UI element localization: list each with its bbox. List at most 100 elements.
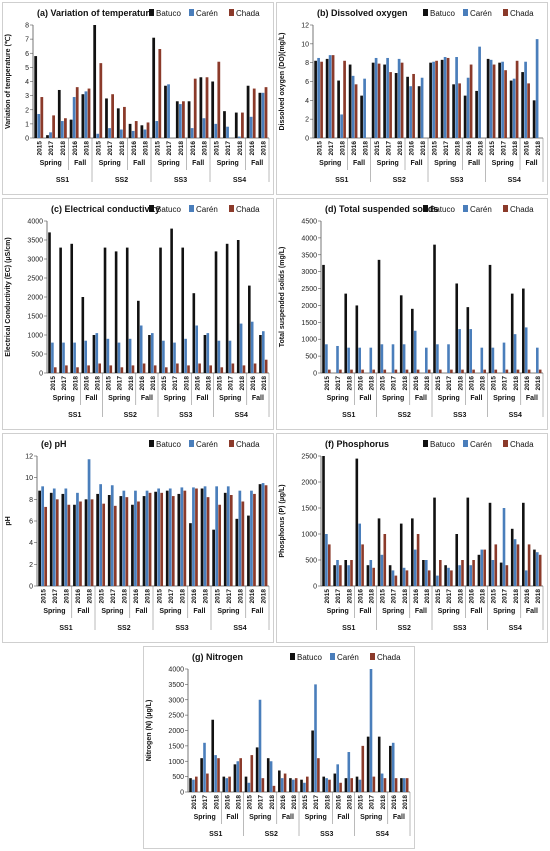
x-tick-label: 2017 — [335, 376, 342, 391]
site-label: SS2 — [398, 412, 411, 419]
site-label: SS3 — [450, 177, 463, 184]
x-tick-label: 2016 — [72, 141, 79, 156]
bar — [422, 560, 425, 586]
y-tick-label: 3 — [25, 93, 29, 100]
bar — [383, 64, 386, 138]
bar — [491, 560, 495, 586]
bar — [513, 334, 517, 373]
bar — [176, 363, 179, 373]
bar — [372, 776, 376, 792]
bar — [148, 492, 152, 586]
x-tick-label: 2015 — [154, 141, 161, 156]
bar — [81, 94, 85, 138]
bar — [134, 121, 138, 138]
y-tick-label: 0 — [305, 136, 309, 143]
y-tick-label: 8 — [305, 60, 309, 67]
x-tick-label: 2018 — [213, 795, 220, 810]
x-tick-label: 2018 — [368, 589, 375, 604]
y-tick-label: 8 — [25, 23, 29, 30]
bar — [498, 62, 501, 138]
bar — [427, 570, 431, 586]
y-tick-label: 4000 — [27, 219, 43, 226]
bar — [339, 369, 342, 373]
y-tick-label: 0 — [29, 584, 33, 591]
bar — [187, 101, 191, 138]
bar — [180, 487, 184, 586]
bar — [377, 518, 381, 586]
bar — [128, 123, 132, 138]
bar — [211, 81, 215, 138]
bar — [358, 779, 362, 792]
x-tick-label: 2016 — [357, 589, 364, 604]
bar — [113, 505, 117, 586]
bar — [192, 779, 195, 792]
bar — [206, 773, 209, 792]
bar — [259, 335, 262, 373]
bar — [73, 342, 76, 373]
bar — [181, 247, 185, 373]
bar — [200, 488, 204, 586]
bar — [455, 283, 459, 373]
season-label: Fall — [77, 608, 89, 615]
bar — [60, 121, 64, 138]
x-tick-label: 2018 — [513, 376, 520, 391]
x-tick-label: 2018 — [457, 589, 464, 604]
legend-entry: Carén — [196, 205, 218, 214]
bar — [314, 684, 317, 792]
x-tick-label: 2016 — [249, 141, 256, 156]
legend-swatch — [463, 440, 468, 447]
x-tick-label: 2017 — [443, 141, 450, 156]
bar — [131, 130, 135, 138]
y-tick-label: 1000 — [301, 337, 317, 344]
legend-entry: Chada — [236, 9, 260, 18]
bar — [143, 129, 147, 138]
bar — [123, 106, 126, 138]
bar — [62, 342, 65, 373]
season-label: Fall — [85, 395, 97, 402]
chart-title: (d) Total suspended solids — [325, 204, 438, 214]
bar — [333, 565, 336, 586]
x-tick-label: 2016 — [249, 589, 256, 604]
season-label: Fall — [135, 608, 147, 615]
x-tick-label: 2018 — [402, 795, 409, 810]
bar — [466, 77, 470, 138]
bar — [142, 363, 146, 373]
y-tick-label: 3000 — [301, 269, 317, 276]
bar — [413, 330, 417, 373]
bar — [242, 365, 246, 373]
bar — [413, 549, 417, 586]
bar — [399, 295, 403, 373]
bar — [49, 132, 52, 138]
bar — [461, 560, 464, 586]
season-label: Fall — [282, 814, 294, 821]
y-tick-label: 2000 — [168, 728, 184, 735]
y-tick-label: 6 — [25, 51, 29, 58]
x-tick-label: 2015 — [50, 376, 57, 391]
chart-title: (a) Variation of temperature — [37, 8, 154, 18]
x-tick-label: 2015 — [380, 589, 387, 604]
bar — [109, 365, 113, 373]
bar — [192, 487, 195, 586]
bar — [527, 544, 531, 586]
bar — [72, 97, 76, 138]
y-tick-label: 3500 — [168, 682, 184, 689]
x-tick-label: 2018 — [261, 141, 268, 156]
bar — [99, 63, 103, 139]
bar — [52, 488, 56, 586]
x-tick-label: 2017 — [61, 376, 68, 391]
y-tick-label: 10 — [25, 475, 33, 482]
y-tick-label: 2500 — [301, 454, 317, 461]
y-tick-label: 0 — [25, 136, 29, 143]
x-tick-label: 2017 — [446, 376, 453, 391]
bar — [269, 761, 273, 792]
bar — [502, 508, 506, 586]
x-tick-label: 2018 — [397, 141, 404, 156]
x-tick-label: 2018 — [362, 141, 369, 156]
x-tick-label: 2015 — [316, 141, 323, 156]
bar — [116, 108, 120, 138]
x-tick-label: 2015 — [213, 141, 220, 156]
bar — [234, 112, 238, 138]
legend-entry: Carén — [196, 440, 218, 449]
bar — [438, 560, 442, 586]
bar — [246, 85, 250, 138]
